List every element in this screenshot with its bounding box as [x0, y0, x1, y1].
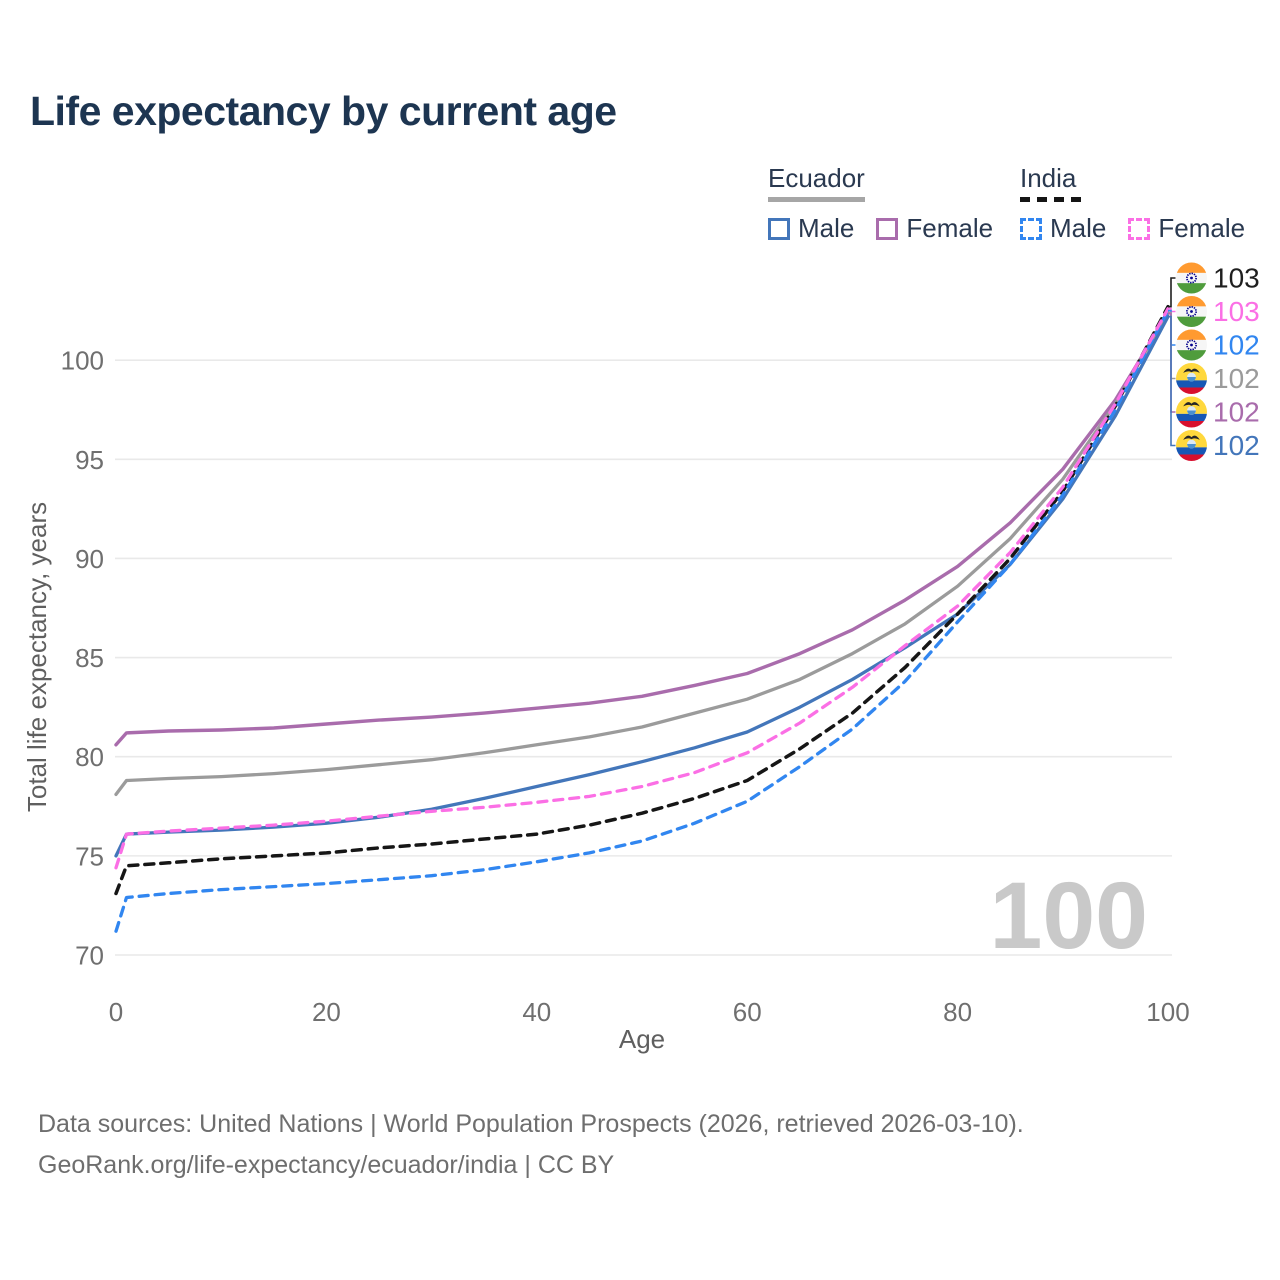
ecuador-flag-icon — [1176, 363, 1207, 394]
x-axis-title: Age — [619, 1024, 665, 1054]
series-line-ecuador[interactable] — [114, 310, 1170, 797]
series-line-ecuador-male[interactable] — [114, 314, 1170, 858]
callout-connector — [1168, 277, 1176, 308]
y-tick-label: 100 — [61, 346, 104, 376]
legend-swatch-ecuador-female — [876, 217, 899, 240]
source-line-1: Data sources: United Nations | World Pop… — [38, 1110, 1024, 1138]
legend-item-ecuador-male[interactable]: Male — [768, 213, 854, 244]
legend-group-india: India Male Female — [1020, 163, 1245, 244]
y-tick-label: 85 — [75, 643, 104, 673]
x-tick-label: 60 — [733, 997, 762, 1027]
age-watermark: 100 — [989, 863, 1148, 969]
legend-group-ecuador-label: Ecuador — [768, 163, 865, 193]
source-line-2: GeoRank.org/life-expectancy/ecuador/indi… — [38, 1151, 615, 1179]
ecuador-flag-icon — [1176, 396, 1207, 428]
legend-item-label: Female — [1158, 213, 1246, 243]
y-tick-label: 95 — [75, 445, 104, 475]
legend-india-items: Male Female — [1020, 213, 1245, 244]
x-tick-label: 40 — [522, 997, 551, 1027]
series-line-india-male[interactable] — [114, 308, 1170, 933]
y-axis-title: Total life expectancy, years — [22, 502, 52, 812]
legend-item-label: Female — [906, 213, 994, 243]
source-attribution: Data sources: United Nations | World Pop… — [38, 1104, 1024, 1186]
legend-swatch-india-male — [1020, 217, 1042, 240]
y-tick-label: 80 — [75, 742, 104, 772]
end-value-label: 102 — [1213, 430, 1260, 461]
legend-swatch-ecuador-male — [768, 217, 790, 240]
page-title: Life expectancy by current age — [30, 88, 617, 134]
end-value-label: 102 — [1213, 330, 1260, 361]
ecuador-flag-icon — [1176, 430, 1207, 461]
callout-connector — [1168, 315, 1176, 447]
x-tick-label: 80 — [943, 997, 972, 1027]
legend-ecuador-line-sample — [768, 197, 865, 202]
legend-item-label: Male — [798, 213, 855, 243]
legend-item-ecuador-female[interactable]: Female — [876, 213, 993, 244]
end-value-label: 103 — [1213, 296, 1260, 327]
india-flag-icon — [1176, 329, 1207, 361]
x-axis-ticks: 0 20 40 60 80 100 — [109, 997, 1190, 1027]
series-line-ecuador-female[interactable] — [114, 311, 1170, 747]
x-tick-label: 100 — [1146, 997, 1189, 1027]
legend-india-line-sample — [1020, 197, 1082, 202]
end-value-label: 102 — [1213, 397, 1260, 428]
legend-ecuador-items: Male Female — [768, 213, 993, 244]
legend-group-india-label: India — [1020, 163, 1077, 193]
india-flag-icon — [1176, 262, 1207, 294]
end-value-label: 103 — [1213, 263, 1260, 294]
series-lines — [114, 304, 1170, 933]
series-line-india-female[interactable] — [114, 307, 1170, 870]
series-line-india[interactable] — [114, 304, 1170, 896]
legend-group-ecuador: Ecuador Male Female — [768, 163, 993, 244]
legend-item-india-male[interactable]: Male — [1020, 213, 1106, 244]
india-flag-icon — [1176, 296, 1207, 327]
x-tick-label: 0 — [109, 997, 123, 1027]
end-value-label: 102 — [1213, 363, 1260, 394]
y-tick-label: 75 — [75, 841, 104, 871]
legend-swatch-india-female — [1128, 217, 1151, 240]
legend-item-india-female[interactable]: Female — [1128, 213, 1245, 244]
x-tick-label: 20 — [312, 997, 341, 1027]
y-axis-ticks: 70 75 80 85 90 95 100 — [61, 346, 104, 971]
y-tick-label: 70 — [75, 941, 104, 971]
y-tick-label: 90 — [75, 544, 104, 574]
legend-item-label: Male — [1050, 213, 1107, 243]
